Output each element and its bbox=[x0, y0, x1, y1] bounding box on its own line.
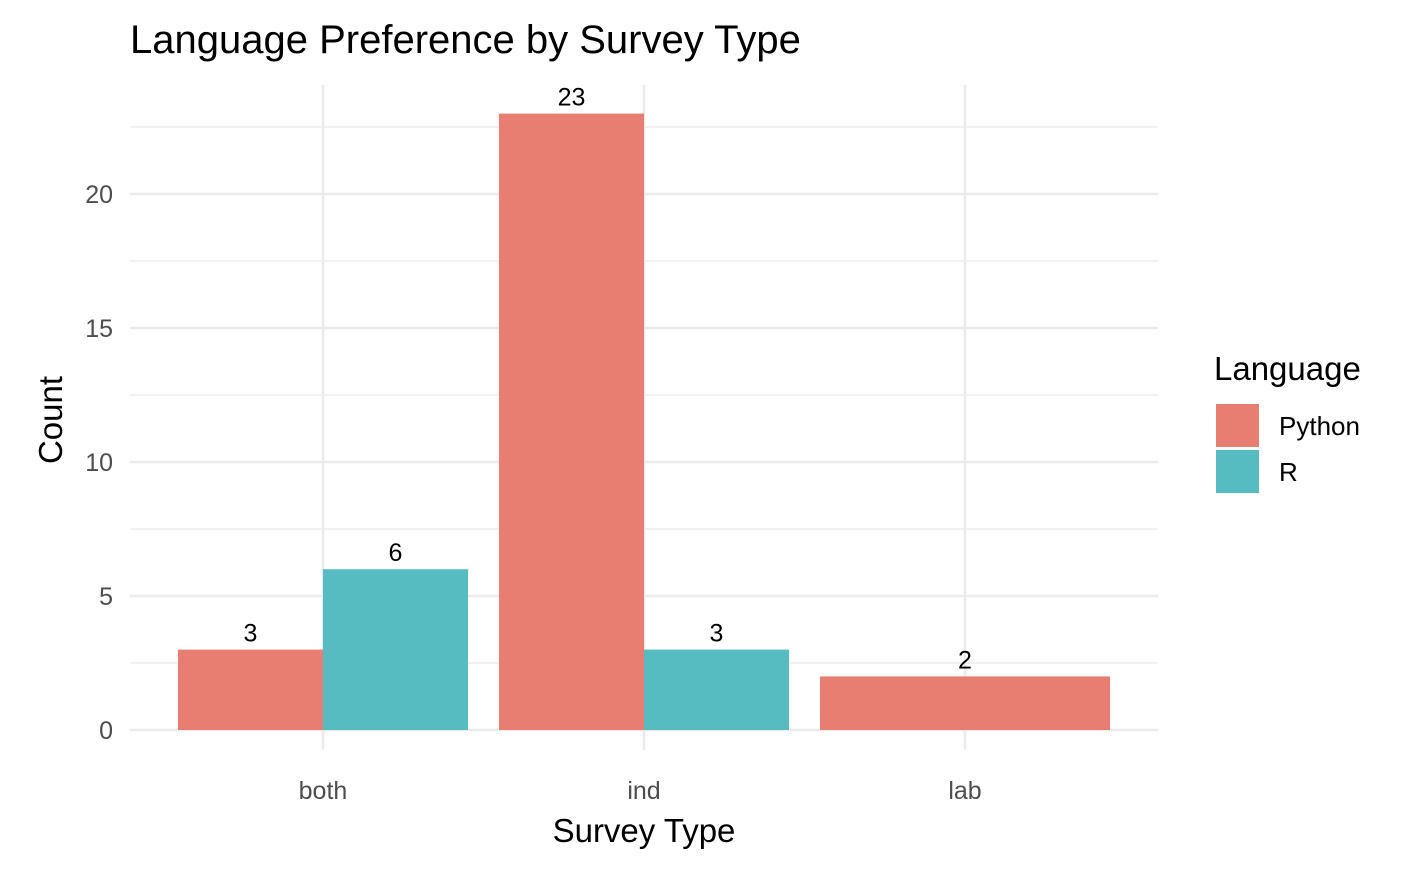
legend: Language Python R bbox=[1214, 350, 1361, 493]
x-axis-title: Survey Type bbox=[553, 812, 736, 849]
legend-key-python bbox=[1216, 404, 1259, 447]
x-axis-ticks: both ind lab bbox=[299, 777, 982, 805]
data-label: 23 bbox=[558, 84, 586, 112]
bar-python-both bbox=[178, 649, 323, 730]
y-axis-ticks: 0 5 10 15 20 bbox=[85, 181, 113, 745]
bar-r-both bbox=[323, 569, 468, 730]
y-tick-label: 20 bbox=[85, 181, 113, 209]
y-tick-label: 10 bbox=[85, 449, 113, 477]
bar-python-lab bbox=[820, 676, 1110, 730]
data-label: 2 bbox=[958, 646, 972, 674]
legend-label: R bbox=[1279, 457, 1298, 487]
y-tick-label: 0 bbox=[99, 717, 113, 745]
x-tick-label: both bbox=[299, 777, 348, 805]
legend-key-r bbox=[1216, 450, 1259, 493]
x-tick-label: lab bbox=[948, 777, 981, 805]
bars bbox=[178, 113, 1110, 731]
data-label: 3 bbox=[244, 620, 258, 648]
y-tick-label: 15 bbox=[85, 315, 113, 343]
bar-r-ind bbox=[644, 649, 789, 730]
y-tick-label: 5 bbox=[99, 583, 113, 611]
y-axis-title: Count bbox=[32, 376, 69, 464]
legend-title: Language bbox=[1214, 350, 1361, 387]
chart-title: Language Preference by Survey Type bbox=[130, 18, 801, 62]
data-label: 6 bbox=[389, 539, 403, 567]
x-tick-label: ind bbox=[627, 777, 660, 805]
legend-label: Python bbox=[1279, 411, 1360, 441]
data-label: 3 bbox=[710, 620, 724, 648]
bar-python-ind bbox=[499, 113, 644, 731]
data-labels: 3 6 23 3 2 bbox=[244, 84, 972, 675]
